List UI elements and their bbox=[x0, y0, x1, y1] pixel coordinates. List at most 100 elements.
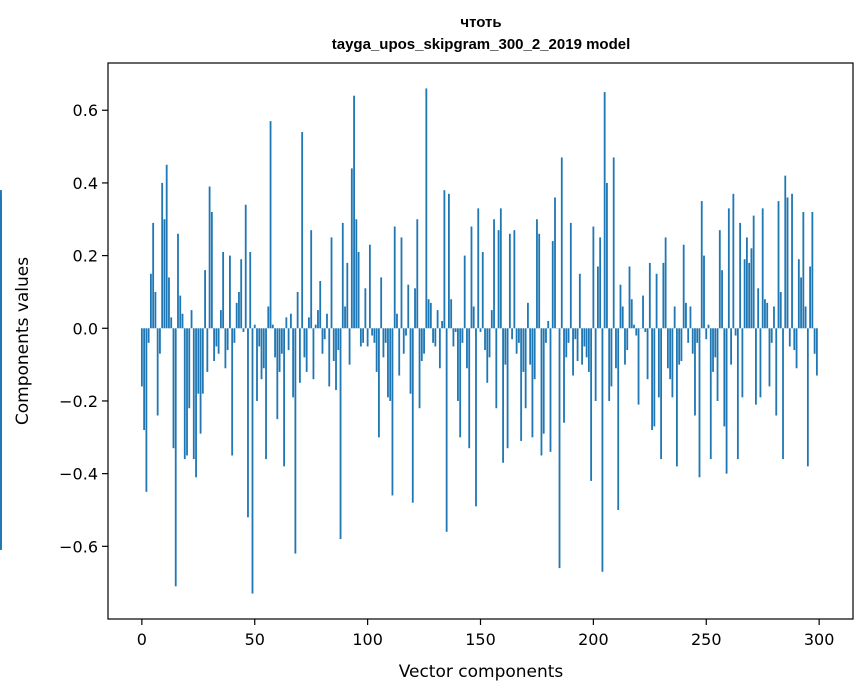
bar-199 bbox=[590, 328, 593, 481]
bar-105 bbox=[378, 328, 380, 438]
bar-36 bbox=[222, 251, 225, 329]
bar-5 bbox=[152, 222, 155, 329]
bar-94 bbox=[353, 95, 355, 329]
bar-51 bbox=[256, 328, 258, 401]
bar-292 bbox=[800, 277, 802, 329]
bar-228 bbox=[655, 273, 658, 329]
bar-153 bbox=[486, 328, 489, 383]
bar-122 bbox=[416, 219, 419, 329]
bar-268 bbox=[745, 237, 748, 329]
bar-141 bbox=[459, 328, 462, 438]
bar-130 bbox=[434, 328, 437, 347]
bar-202 bbox=[596, 266, 599, 329]
x-tick-label: 150 bbox=[465, 630, 496, 649]
bar-118 bbox=[407, 284, 410, 329]
bar-254 bbox=[714, 328, 717, 358]
bar-64 bbox=[285, 317, 288, 329]
bar-133 bbox=[441, 321, 444, 329]
bar-295 bbox=[806, 328, 809, 467]
bar-34 bbox=[217, 328, 220, 354]
bar-101 bbox=[368, 244, 371, 329]
bar-62 bbox=[280, 328, 283, 354]
bar-136 bbox=[447, 193, 450, 329]
bar-47 bbox=[247, 328, 249, 518]
bar-69 bbox=[296, 291, 299, 329]
bar-126 bbox=[425, 88, 428, 329]
chart-subtitle: tayga_upos_skipgram_300_2_2019 model bbox=[332, 36, 631, 53]
bar-163 bbox=[508, 233, 511, 329]
bar-235 bbox=[671, 328, 674, 398]
bar-172 bbox=[529, 328, 532, 365]
bar-15 bbox=[174, 328, 177, 587]
bar-227 bbox=[653, 328, 656, 427]
bar-314 bbox=[0, 197, 2, 329]
bar-247 bbox=[698, 328, 701, 478]
x-tick-label: 300 bbox=[804, 630, 835, 649]
bar-185 bbox=[558, 328, 561, 569]
bar-81 bbox=[323, 328, 326, 340]
bar-253 bbox=[712, 328, 714, 372]
bar-55 bbox=[265, 328, 267, 460]
bar-60 bbox=[276, 328, 279, 420]
bar-21 bbox=[188, 328, 191, 409]
bar-151 bbox=[481, 251, 484, 329]
bar-117 bbox=[405, 328, 407, 336]
bar-139 bbox=[454, 328, 457, 332]
bar-278 bbox=[768, 328, 771, 387]
bar-296 bbox=[809, 266, 812, 329]
bar-54 bbox=[262, 328, 265, 369]
bar-67 bbox=[292, 328, 295, 398]
bar-158 bbox=[497, 230, 500, 329]
bar-33 bbox=[215, 328, 218, 347]
bar-297 bbox=[811, 211, 814, 329]
bar-83 bbox=[328, 328, 331, 387]
bar-286 bbox=[786, 197, 789, 329]
bar-115 bbox=[400, 237, 403, 329]
bar-144 bbox=[466, 328, 468, 369]
bar-58 bbox=[271, 324, 274, 329]
bar-95 bbox=[355, 219, 358, 329]
bar-80 bbox=[321, 328, 324, 354]
y-tick-label: 0.4 bbox=[73, 174, 98, 193]
bar-135 bbox=[445, 328, 448, 532]
chart-title: чтоть bbox=[460, 14, 501, 31]
bar-147 bbox=[472, 306, 475, 329]
bar-188 bbox=[565, 328, 568, 358]
bar-111 bbox=[391, 328, 394, 496]
bar-275 bbox=[761, 208, 764, 329]
bar-219 bbox=[635, 328, 638, 336]
bar-32 bbox=[213, 328, 216, 361]
bar-243 bbox=[689, 306, 692, 329]
bar-241 bbox=[685, 302, 687, 329]
bar-108 bbox=[384, 328, 387, 343]
bar-166 bbox=[515, 328, 518, 354]
bar-262 bbox=[732, 193, 735, 329]
bar-216 bbox=[628, 266, 631, 329]
x-tick-label: 200 bbox=[578, 630, 609, 649]
bar-179 bbox=[545, 328, 547, 343]
bar-281 bbox=[775, 328, 778, 416]
bar-283 bbox=[779, 291, 782, 329]
bar-175 bbox=[536, 219, 538, 329]
bar-273 bbox=[757, 288, 760, 329]
bar-260 bbox=[727, 208, 730, 329]
bar-222 bbox=[642, 295, 644, 329]
bar-224 bbox=[646, 328, 649, 380]
bar-164 bbox=[511, 328, 514, 340]
bar-233 bbox=[666, 328, 669, 369]
bar-289 bbox=[793, 328, 796, 351]
bar-193 bbox=[576, 328, 579, 361]
bar-46 bbox=[244, 204, 247, 329]
bar-38 bbox=[226, 328, 229, 351]
bar-171 bbox=[527, 302, 529, 329]
bar-116 bbox=[402, 328, 405, 354]
bar-119 bbox=[409, 328, 412, 394]
bar-178 bbox=[542, 328, 545, 434]
bar-257 bbox=[721, 270, 723, 329]
bar-103 bbox=[373, 328, 376, 343]
bar-270 bbox=[750, 248, 753, 329]
bar-37 bbox=[224, 328, 227, 369]
bar-183 bbox=[554, 197, 556, 329]
bar-124 bbox=[420, 328, 423, 361]
x-axis-label: Vector components bbox=[399, 662, 564, 682]
